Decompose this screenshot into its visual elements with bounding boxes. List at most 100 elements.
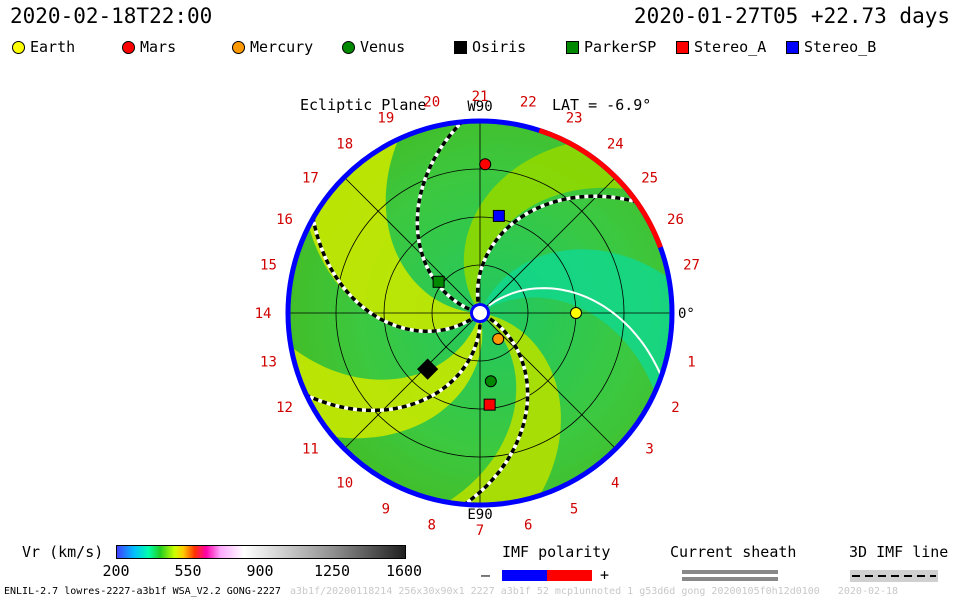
- legend-stereo-a: Stereo_A: [676, 38, 766, 56]
- carrington-tick-27: 27: [683, 258, 700, 274]
- zero-deg-label: 0°: [678, 306, 695, 322]
- legend-marker: [122, 40, 135, 54]
- legend-label: Stereo_A: [694, 38, 767, 56]
- velocity-band-3: [421, 315, 561, 505]
- carrington-tick-6: 6: [524, 518, 532, 534]
- legend-label: Venus: [360, 38, 406, 56]
- imf-line-3: [309, 205, 472, 334]
- plot-title: Ecliptic Plane: [300, 96, 427, 114]
- velocity-band-2: [288, 322, 483, 439]
- carrington-tick-15: 15: [260, 258, 277, 274]
- colorbar-tick-200: 200: [102, 562, 130, 580]
- carrington-tick-14: 14: [255, 306, 272, 322]
- carrington-tick-17: 17: [302, 171, 319, 187]
- frame-ring: [285, 118, 675, 508]
- carrington-tick-11: 11: [302, 441, 319, 457]
- body-legend: Earth Mars Mercury Venus Osiris ParkerSP Stere…: [0, 38, 960, 60]
- carrington-tick-10: 10: [336, 476, 353, 492]
- carrington-tick-7: 7: [476, 523, 484, 539]
- carrington-tick-26: 26: [667, 212, 684, 228]
- imf-negative-swatch: [502, 570, 547, 581]
- legend-label: ParkerSP: [584, 38, 657, 56]
- legend-marker: [454, 40, 467, 54]
- carrington-tick-18: 18: [336, 136, 353, 152]
- carrington-tick-5: 5: [570, 501, 578, 517]
- legend-mars: Mars: [122, 38, 176, 56]
- legend-marker: [786, 40, 799, 54]
- carrington-tick-12: 12: [276, 400, 293, 416]
- colorbar-tick-900: 900: [246, 562, 274, 580]
- imf-3d-swatch: [852, 575, 936, 577]
- carrington-tick-24: 24: [607, 136, 624, 152]
- sheath-swatch-2: [682, 577, 778, 581]
- legend-stereo-b: Stereo_B: [786, 38, 876, 56]
- legend-marker: [232, 40, 245, 54]
- body-osiris: [417, 358, 439, 380]
- legend-label: Mercury: [250, 38, 314, 56]
- imf-positive-swatch: [547, 570, 592, 581]
- legend-label: Osiris: [472, 38, 527, 56]
- current-sheath-title: Current sheath: [670, 543, 797, 561]
- legend-label: Stereo_B: [804, 38, 877, 56]
- run-info: a3b1f/20200118214 256x30x90x1 2227 a3b1f…: [290, 586, 899, 597]
- carrington-tick-20: 20: [423, 94, 440, 110]
- body-mars: [479, 158, 492, 171]
- e90-label: E90: [467, 507, 492, 523]
- fast-wind-region: [484, 249, 672, 420]
- imf-line-1: [475, 194, 649, 302]
- legend-label: Earth: [30, 38, 76, 56]
- colorbar-tick-1250: 1250: [313, 562, 351, 580]
- model-info: ENLIL-2.7 lowres-2227-a3b1f WSA_V2.2 GON…: [4, 586, 281, 597]
- legend-marker: [12, 40, 25, 54]
- imf-polarity-title: IMF polarity: [502, 543, 611, 561]
- frame-positive-arc: [538, 128, 663, 249]
- body-mercury: [492, 332, 505, 345]
- sun-inner: [473, 306, 487, 320]
- latitude-label: LAT = -6.9°: [552, 96, 652, 114]
- carrington-tick-9: 9: [382, 501, 390, 517]
- legend-parkersp: ParkerSP: [566, 38, 656, 56]
- body-stereo-b: [492, 209, 505, 222]
- carrington-tick-22: 22: [520, 94, 537, 110]
- legend-osiris: Osiris: [454, 38, 526, 56]
- carrington-tick-1: 1: [687, 354, 695, 370]
- body-earth: [570, 307, 582, 319]
- legend-label: Mars: [140, 38, 177, 56]
- carrington-tick-21: 21: [472, 89, 489, 105]
- legend-marker: [342, 40, 355, 54]
- legend-venus: Venus: [342, 38, 405, 56]
- run-time-label: 2020-02-18T22:00: [10, 4, 213, 28]
- carrington-tick-19: 19: [377, 111, 394, 127]
- body-parkersp: [432, 275, 445, 288]
- imf-plus-label: +: [600, 566, 610, 584]
- imf-line-2: [415, 121, 473, 311]
- carrington-tick-8: 8: [428, 518, 436, 534]
- carrington-tick-4: 4: [611, 476, 619, 492]
- legend-marker: [566, 40, 579, 54]
- sheath-swatch-1: [682, 570, 778, 574]
- carrington-tick-3: 3: [645, 441, 653, 457]
- velocity-colorbar: [116, 545, 406, 559]
- legend-marker: [676, 40, 689, 54]
- carrington-tick-23: 23: [566, 111, 583, 127]
- velocity-band-4: [463, 138, 656, 305]
- w90-label: W90: [467, 99, 492, 115]
- imf-line-5: [453, 317, 530, 505]
- imf-line-4: [294, 324, 482, 413]
- imf-3d-title: 3D IMF line: [849, 543, 949, 561]
- colorbar-tick-1600: 1600: [385, 562, 423, 580]
- carrington-tick-25: 25: [641, 171, 658, 187]
- body-stereo-a: [483, 398, 496, 411]
- carrington-tick-16: 16: [276, 212, 293, 228]
- legend-mercury: Mercury: [232, 38, 313, 56]
- initial-time-label: 2020-01-27T05 +22.73 days: [633, 4, 950, 28]
- colorbar-tick-550: 550: [174, 562, 202, 580]
- carrington-tick-2: 2: [671, 400, 679, 416]
- body-venus: [484, 375, 497, 388]
- colorbar-label: Vr (km/s): [22, 543, 104, 561]
- current-sheath-line: [488, 287, 667, 388]
- carrington-tick-13: 13: [260, 354, 277, 370]
- imf-minus-label: –: [481, 566, 491, 584]
- legend-earth: Earth: [12, 38, 75, 56]
